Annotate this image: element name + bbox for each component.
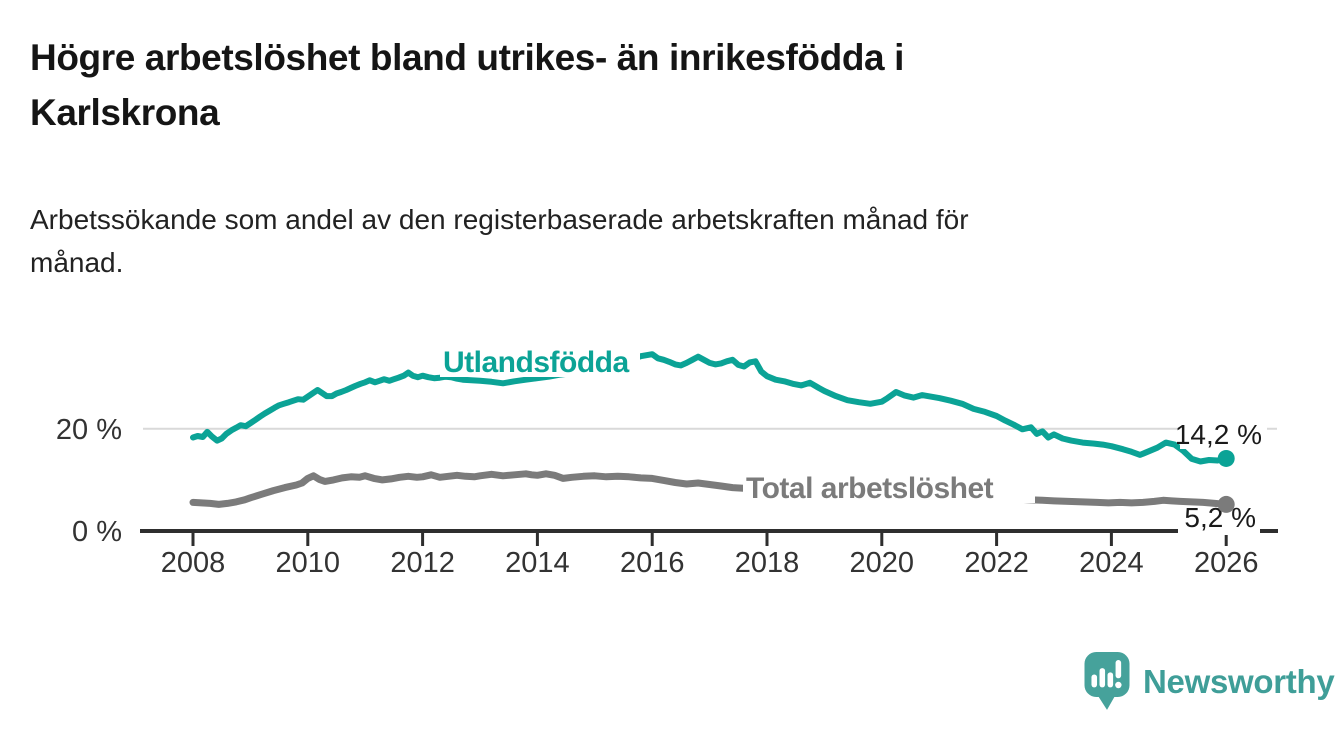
utlandsfodda-label-halo: [440, 344, 640, 377]
x-tick-label-2024: 2024: [1079, 547, 1144, 579]
x-tick-label-2010: 2010: [276, 547, 341, 579]
x-tick-label-2012: 2012: [390, 547, 455, 579]
newsworthy-logo-text: Newsworthy: [1143, 663, 1335, 700]
y-tick-label-0: 0 %: [72, 516, 122, 548]
page-subtitle-line-1: Arbetssökande som andel av den registerb…: [30, 204, 969, 235]
newsworthy-logo: Newsworthy: [1084, 652, 1335, 712]
page-subtitle-line-2: månad.: [30, 247, 124, 278]
utlandsfodda-end-dot: [1217, 449, 1235, 467]
total-line: [189, 470, 1230, 508]
utlandsfodda-series-label: Utlandsfödda: [443, 346, 629, 379]
x-tick-label-2022: 2022: [964, 547, 1029, 579]
x-tick-label-2018: 2018: [735, 547, 800, 579]
x-tick-label-2008: 2008: [161, 547, 226, 579]
newsworthy-bubble-icon: [1084, 652, 1130, 710]
utlandsfodda-line: [190, 351, 1230, 465]
page-title: Högre arbetslöshet bland utrikes- än inr…: [30, 30, 1310, 140]
page-title-line-2: Karlskrona: [30, 92, 220, 133]
total-series-label: Total arbetslöshet: [746, 472, 994, 505]
x-tick-label-2020: 2020: [850, 547, 915, 579]
utlandsfodda-end-value-label: 14,2 %: [1175, 419, 1262, 450]
x-tick-label-2026: 2026: [1194, 547, 1259, 579]
x-tick-label-2016: 2016: [620, 547, 685, 579]
y-tick-label-20: 20 %: [56, 414, 122, 446]
utlandsfodda-end-label-halo: [1180, 422, 1267, 449]
total-label-halo: [743, 468, 1035, 503]
x-tick-label-2014: 2014: [505, 547, 570, 579]
page-title-line-1: Högre arbetslöshet bland utrikes- än inr…: [30, 37, 904, 78]
total-end-dot: [1217, 495, 1235, 513]
page-subtitle: Arbetssökande som andel av den registerb…: [30, 198, 1270, 284]
total-end-label-halo: [1178, 508, 1260, 535]
